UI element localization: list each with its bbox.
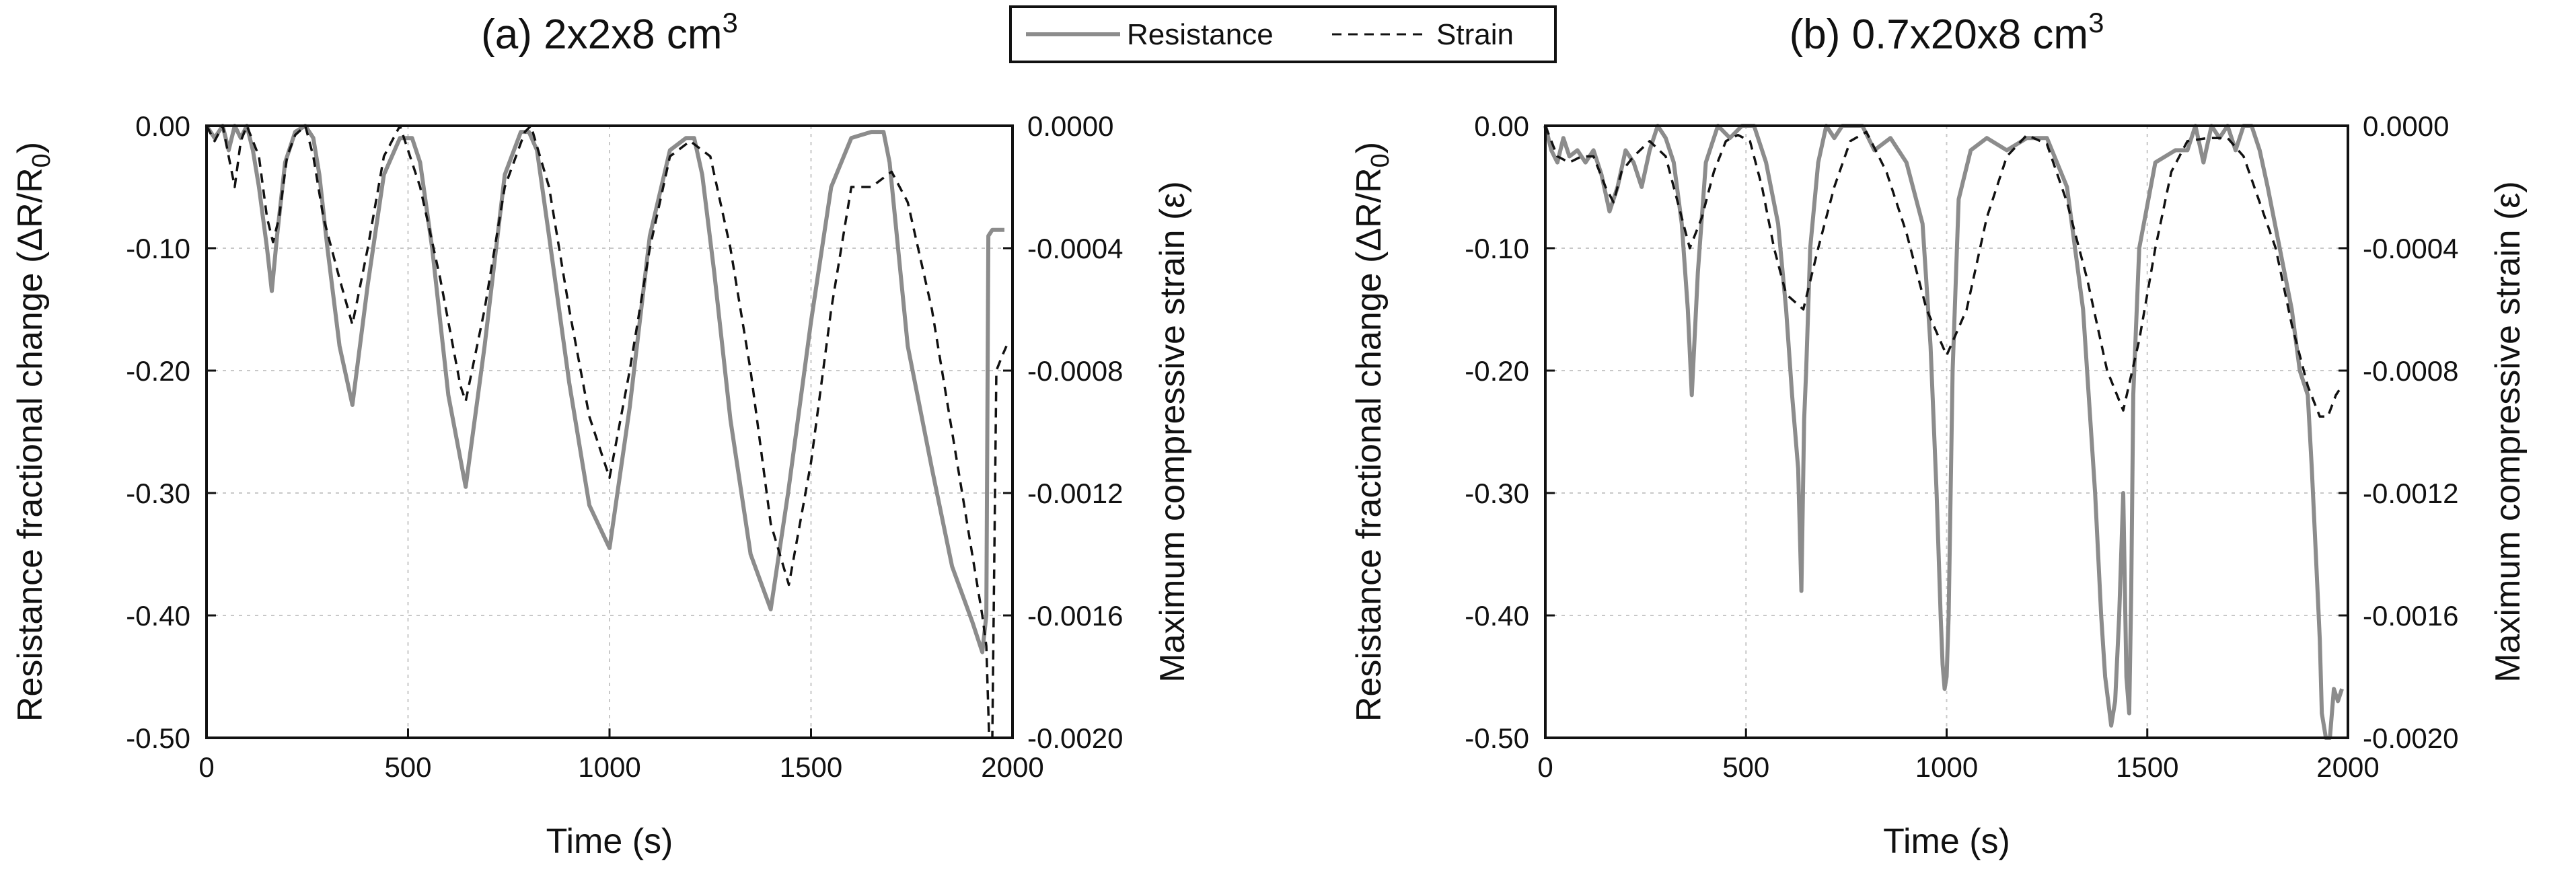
y-tick-label: -0.50: [1465, 722, 1529, 754]
series-resistance-line: [205, 124, 1004, 654]
y2-tick-label: -0.0012: [2363, 478, 2458, 509]
y2-tick-label: -0.0020: [2363, 722, 2458, 754]
y-tick-label: 0.00: [135, 110, 190, 142]
legend-resistance-label: Resistance: [1127, 18, 1274, 51]
y-tick-label: -0.30: [1465, 478, 1529, 509]
legend-strain-label: Strain: [1436, 18, 1514, 51]
series-strain-line: [205, 124, 1008, 739]
x-tick-label: 2000: [981, 751, 1043, 783]
y-tick-label: -0.10: [126, 233, 190, 264]
x-tick-label: 2000: [2316, 751, 2379, 783]
y-tick-label: 0.00: [1474, 110, 1529, 142]
y2-axis-label: Maximum compressive strain (ε): [1153, 181, 1192, 683]
y-tick-label: -0.10: [1465, 233, 1529, 264]
y2-tick-label: -0.0008: [1027, 355, 1123, 387]
chart-title: (a) 2x2x8 cm3: [481, 7, 738, 58]
y-tick-label: -0.40: [126, 600, 190, 632]
y-axis-label: Resistance fractional change (ΔR/R0): [1350, 142, 1395, 722]
y-tick-label: -0.50: [126, 722, 190, 754]
x-tick-label: 1000: [1915, 751, 1978, 783]
series-resistance-line: [1543, 124, 2344, 740]
panel-a: 0 500 1000 1500 2000 0.00 -0.10 -0.20 -0.30 -0.40…: [11, 7, 1192, 861]
x-tick-label: 0: [1537, 751, 1553, 783]
x-tick-label: 500: [1722, 751, 1769, 783]
y-tick-label: -0.20: [126, 355, 190, 387]
x-tick-label: 0: [198, 751, 214, 783]
y2-tick-label: 0.0000: [2363, 110, 2449, 142]
y2-tick-label: -0.0008: [2363, 355, 2458, 387]
y2-tick-label: -0.0004: [2363, 233, 2458, 264]
y-tick-label: -0.30: [126, 478, 190, 509]
y2-tick-label: -0.0016: [2363, 600, 2458, 632]
x-axis-label: Time (s): [546, 822, 673, 861]
y2-tick-label: -0.0020: [1027, 722, 1123, 754]
y2-tick-label: -0.0012: [1027, 478, 1123, 509]
legend: Resistance Strain: [1009, 5, 1557, 63]
x-tick-label: 1500: [2116, 751, 2178, 783]
x-tick-label: 1500: [780, 751, 842, 783]
y2-tick-label: -0.0004: [1027, 233, 1123, 264]
y-tick-label: -0.40: [1465, 600, 1529, 632]
y-axis-label: Resistance fractional change (ΔR/R0): [11, 142, 56, 722]
series-strain-line: [1544, 125, 2343, 418]
panel-b: 0 500 1000 1500 2000 0.00 -0.10 -0.20 -0.30 -0.40…: [1350, 7, 2528, 861]
x-tick-label: 500: [384, 751, 431, 783]
x-tick-label: 1000: [578, 751, 640, 783]
y2-tick-label: -0.0016: [1027, 600, 1123, 632]
x-axis-label: Time (s): [1883, 822, 2010, 861]
y2-axis-label: Maximum compressive strain (ε): [2489, 181, 2528, 683]
chart-title: (b) 0.7x20x8 cm3: [1790, 7, 2104, 58]
y-tick-label: -0.20: [1465, 355, 1529, 387]
y2-tick-label: 0.0000: [1027, 110, 1113, 142]
